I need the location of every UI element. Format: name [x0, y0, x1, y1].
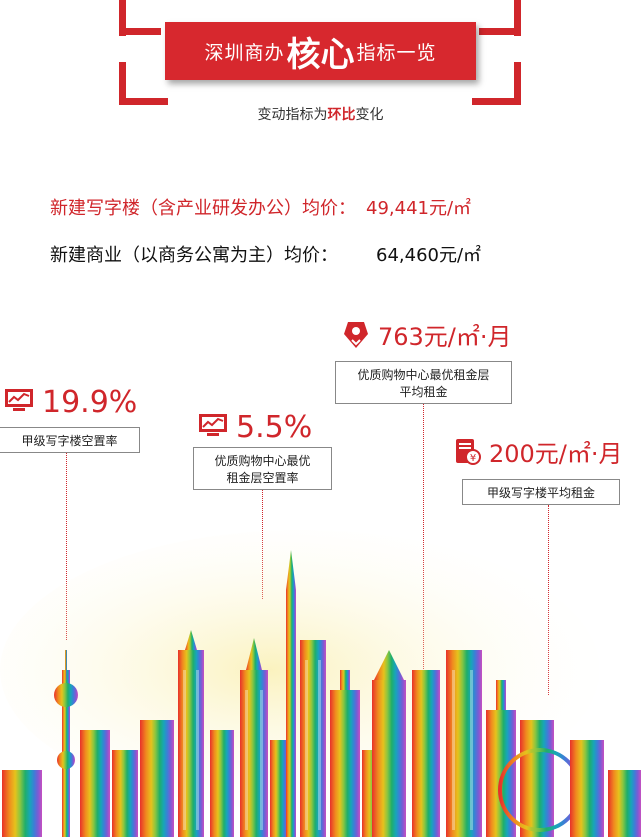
subtitle-post: 变化	[355, 107, 384, 123]
metric-mall-vacancy-caption: 优质购物中心最优 租金层空置率	[193, 447, 332, 490]
subtitle: 变动指标为环比变化	[0, 104, 641, 124]
caption-line-1: 优质购物中心最优	[214, 454, 311, 468]
metric-office-rent-caption: 甲级写字楼平均租金	[462, 479, 620, 505]
metric-value: 19.9%	[42, 385, 138, 420]
title-bracket-top-left	[119, 0, 168, 36]
connector-line-3	[423, 404, 424, 679]
caption-line-2: 平均租金	[399, 385, 448, 399]
metric-office-vacancy-caption: 甲级写字楼空置率	[0, 427, 140, 453]
metric-value: 5.5%	[236, 410, 313, 445]
svg-text:¥: ¥	[470, 453, 476, 464]
city-skyline-illustration	[0, 530, 641, 837]
connector-line-1	[66, 452, 67, 640]
commercial-price-value: 64,460元/㎡	[376, 245, 482, 266]
title-highlight: 核心	[286, 34, 355, 75]
metric-value: 763元/㎡·月	[378, 323, 512, 351]
title-suffix: 指标一览	[356, 41, 437, 64]
subtitle-emphasis: 环比	[327, 107, 356, 123]
office-price-line: 新建写字楼（含产业研发办公）均价： 49,441元/㎡	[50, 194, 471, 220]
document-money-icon: ¥	[453, 437, 481, 471]
metric-mall-rent-caption: 优质购物中心最优租金层 平均租金	[335, 361, 512, 404]
caption-line-1: 优质购物中心最优租金层	[357, 368, 490, 382]
caption-text: 甲级写字楼平均租金	[486, 486, 595, 500]
page-title: 深圳商办 核心 指标一览	[165, 22, 476, 80]
chart-monitor-icon	[4, 387, 34, 419]
commercial-price-line: 新建商业（以商务公寓为主）均价： 64,460元/㎡	[50, 241, 481, 267]
caption-line-2: 租金层空置率	[226, 471, 299, 485]
title-bracket-bottom-right	[472, 62, 521, 105]
chart-monitor-icon	[198, 412, 228, 444]
commercial-price-label: 新建商业（以商务公寓为主）均价：	[50, 245, 338, 266]
caption-text: 甲级写字楼空置率	[21, 434, 118, 448]
subtitle-pre: 变动指标为	[257, 107, 328, 123]
metric-office-vacancy: 19.9%	[4, 387, 137, 419]
shopping-tag-icon	[342, 320, 370, 354]
office-price-label: 新建写字楼（含产业研发办公）均价：	[50, 198, 356, 219]
office-price-value: 49,441元/㎡	[366, 198, 472, 219]
metric-office-rent: ¥ 200元/㎡·月	[453, 437, 623, 471]
title-bracket-top-right	[472, 0, 521, 36]
title-bracket-bottom-left	[119, 62, 168, 105]
metric-value: 200元/㎡·月	[489, 440, 623, 468]
title-prefix: 深圳商办	[204, 41, 285, 64]
metric-mall-rent: 763元/㎡·月	[342, 320, 512, 354]
metric-mall-vacancy: 5.5%	[198, 412, 312, 444]
